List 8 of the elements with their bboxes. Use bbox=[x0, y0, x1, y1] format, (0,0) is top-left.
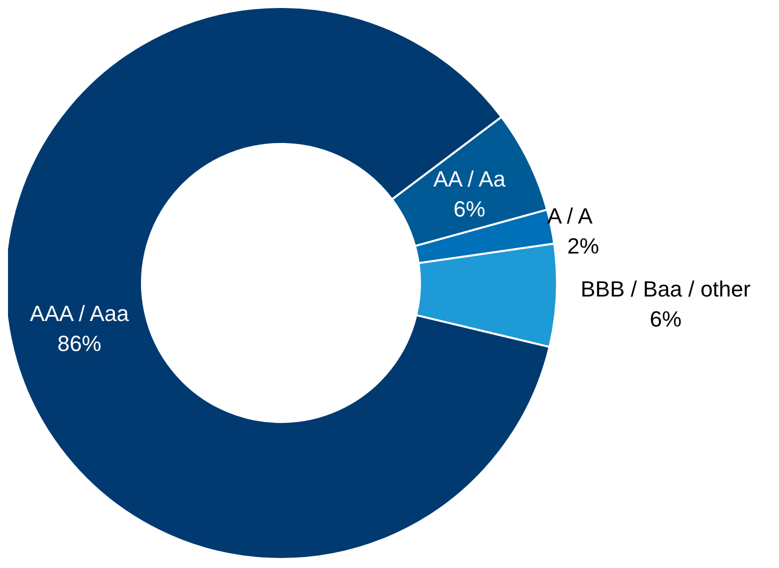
slice-label: BBB / Baa / other bbox=[580, 276, 751, 302]
data-label: 6% bbox=[454, 196, 486, 222]
data-label: 86% bbox=[57, 331, 102, 356]
slice-label: AAA / Aaa bbox=[30, 301, 130, 326]
slice-label: A / A bbox=[547, 203, 593, 228]
data-label: 2% bbox=[567, 233, 600, 258]
data-label: 6% bbox=[650, 306, 682, 332]
slice-label: AA / Aa bbox=[433, 166, 506, 192]
